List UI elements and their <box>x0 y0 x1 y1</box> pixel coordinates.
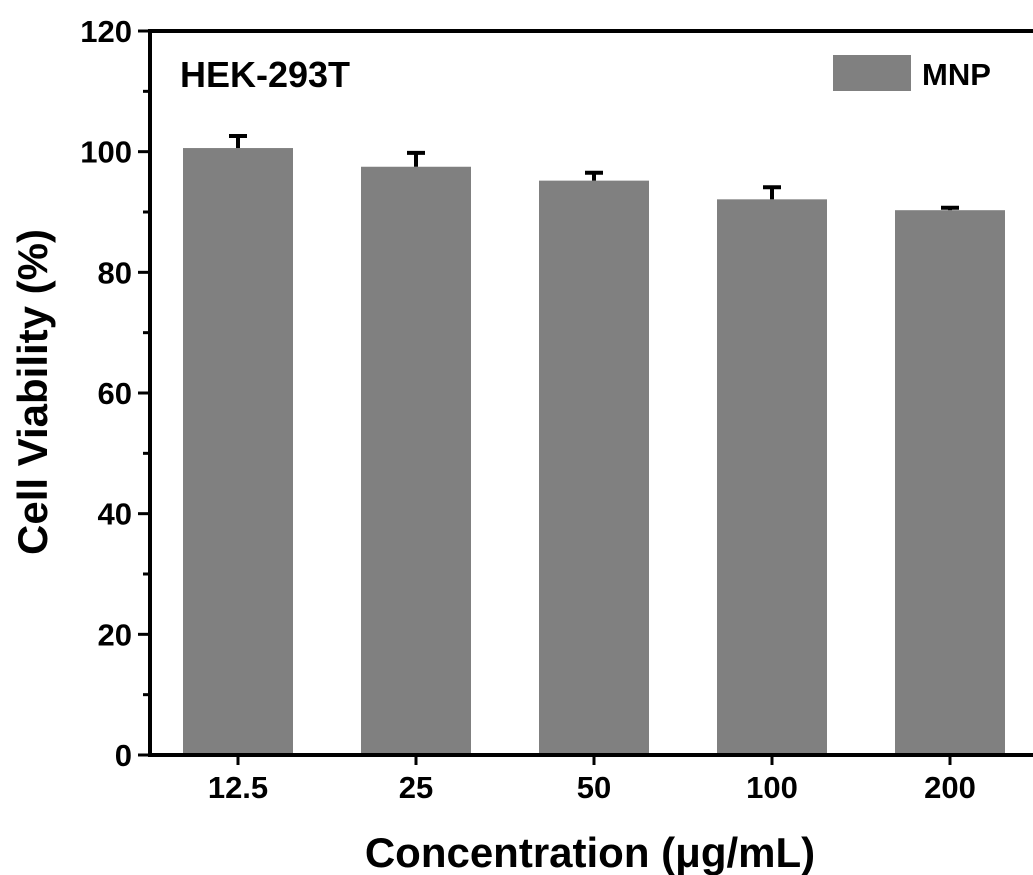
y-tick-label: 20 <box>98 617 132 652</box>
y-tick-label: 0 <box>115 738 132 773</box>
bar <box>895 210 1005 755</box>
x-tick-label: 200 <box>924 770 976 805</box>
bar <box>539 180 649 756</box>
bar <box>361 166 471 755</box>
panel-label: HEK-293T <box>180 54 350 95</box>
bar <box>717 199 827 755</box>
x-tick-label: 12.5 <box>208 770 268 805</box>
y-tick-label: 80 <box>98 255 132 290</box>
y-tick-label: 100 <box>80 135 132 170</box>
x-axis-title: Concentration (μg/mL) <box>365 829 815 875</box>
y-axis-title: Cell Viability (%) <box>9 229 56 555</box>
y-tick-label: 60 <box>98 376 132 411</box>
legend-swatch <box>833 55 911 91</box>
error-bars-layer <box>229 133 959 211</box>
bar <box>183 148 293 756</box>
legend-label: MNP <box>922 57 991 92</box>
y-tick-label: 40 <box>98 497 132 532</box>
y-tick-label: 120 <box>80 14 132 49</box>
x-tick-label: 50 <box>577 770 611 805</box>
legend: MNP <box>833 55 991 92</box>
x-tick-label: 100 <box>746 770 798 805</box>
y-ticks-layer: 0 20 40 60 80 100 120 <box>80 14 150 773</box>
x-ticks-layer: 12.5 25 50 100 200 <box>208 755 976 805</box>
x-tick-label: 25 <box>399 770 433 805</box>
bars-layer <box>183 148 1005 756</box>
